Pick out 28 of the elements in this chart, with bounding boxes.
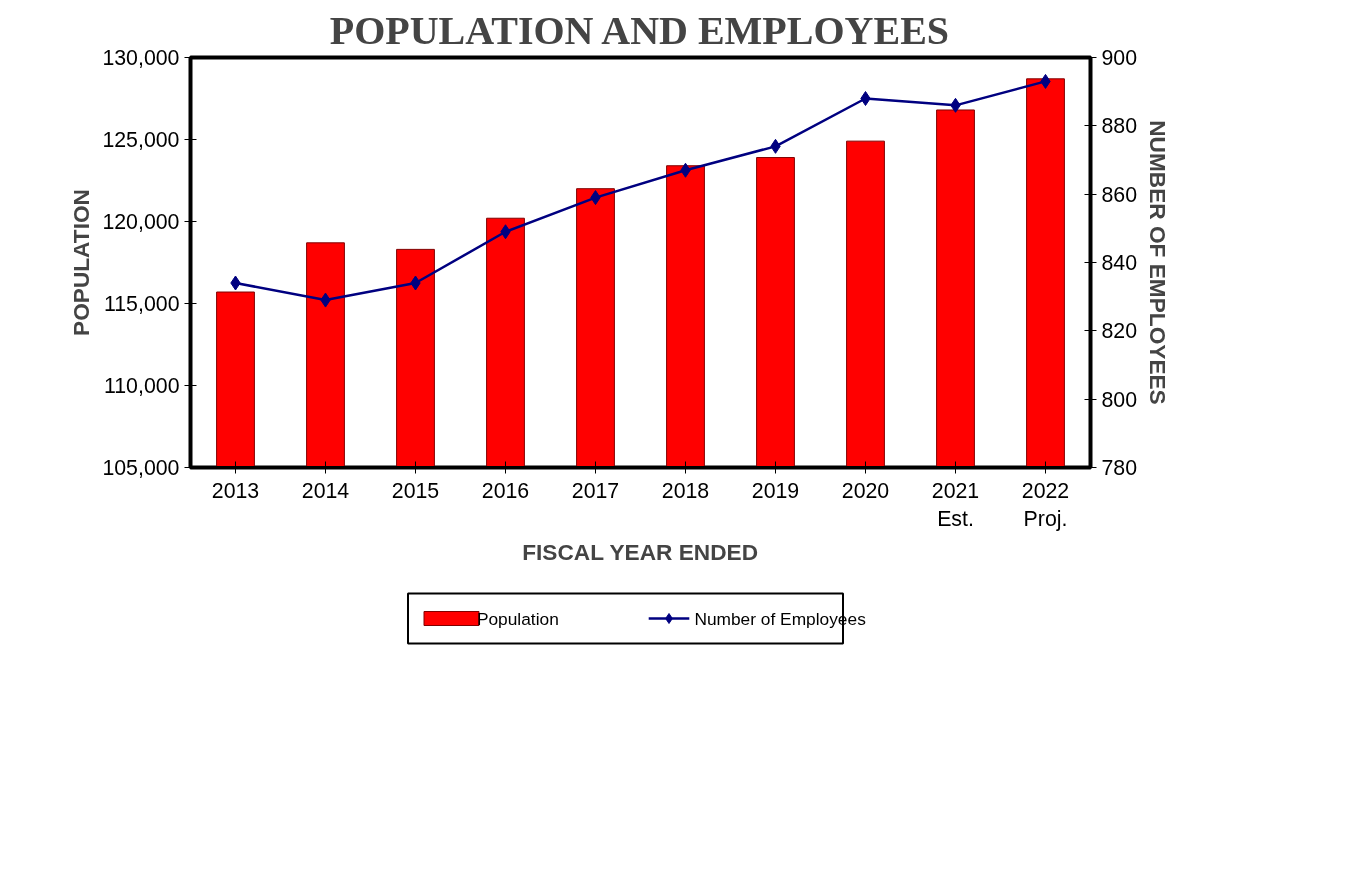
x-tick-label: 2022 Proj. bbox=[1021, 478, 1070, 532]
x-tick-label: 2019 bbox=[751, 478, 800, 503]
x-tick-label: 2021 Est. bbox=[931, 478, 980, 532]
y2-tick-label: 820 bbox=[1101, 319, 1138, 344]
y-tick-label: 110,000 bbox=[103, 374, 180, 398]
x-tick-label: 2016 bbox=[481, 478, 530, 503]
x-axis-title: FISCAL YEAR ENDED bbox=[522, 539, 759, 566]
x-tick-label: 2013 bbox=[211, 478, 260, 503]
y2-tick-label: 900 bbox=[1101, 46, 1138, 70]
y2-tick-label: 800 bbox=[1101, 387, 1138, 412]
x-tick-label: 2018 bbox=[661, 478, 710, 503]
y-tick-label: 115,000 bbox=[103, 292, 180, 316]
x-tick-label: 2014 bbox=[301, 478, 350, 503]
point bbox=[860, 91, 871, 106]
y-tick-label: 130,000 bbox=[102, 46, 180, 70]
y-tick-label: 125,000 bbox=[102, 128, 180, 152]
y2-tick-label: 860 bbox=[1101, 182, 1138, 207]
y2-axis-title: NUMBER OF EMPLOYEES bbox=[1145, 120, 1172, 405]
chart-title: POPULATION AND EMPLOYEES bbox=[329, 7, 950, 53]
y2-tick-label: 780 bbox=[1101, 456, 1138, 480]
y-tick-label: 120,000 bbox=[102, 210, 180, 234]
y2-tick-label: 840 bbox=[1101, 251, 1138, 275]
x-tick-label: 2015 bbox=[391, 478, 440, 503]
y-tick-label: 105,000 bbox=[102, 456, 180, 480]
x-tick-label: 2017 bbox=[571, 478, 620, 503]
x-tick-label: 2020 bbox=[841, 478, 890, 503]
y-axis-title: POPULATION bbox=[68, 189, 95, 336]
y2-tick-label: 880 bbox=[1101, 114, 1138, 139]
